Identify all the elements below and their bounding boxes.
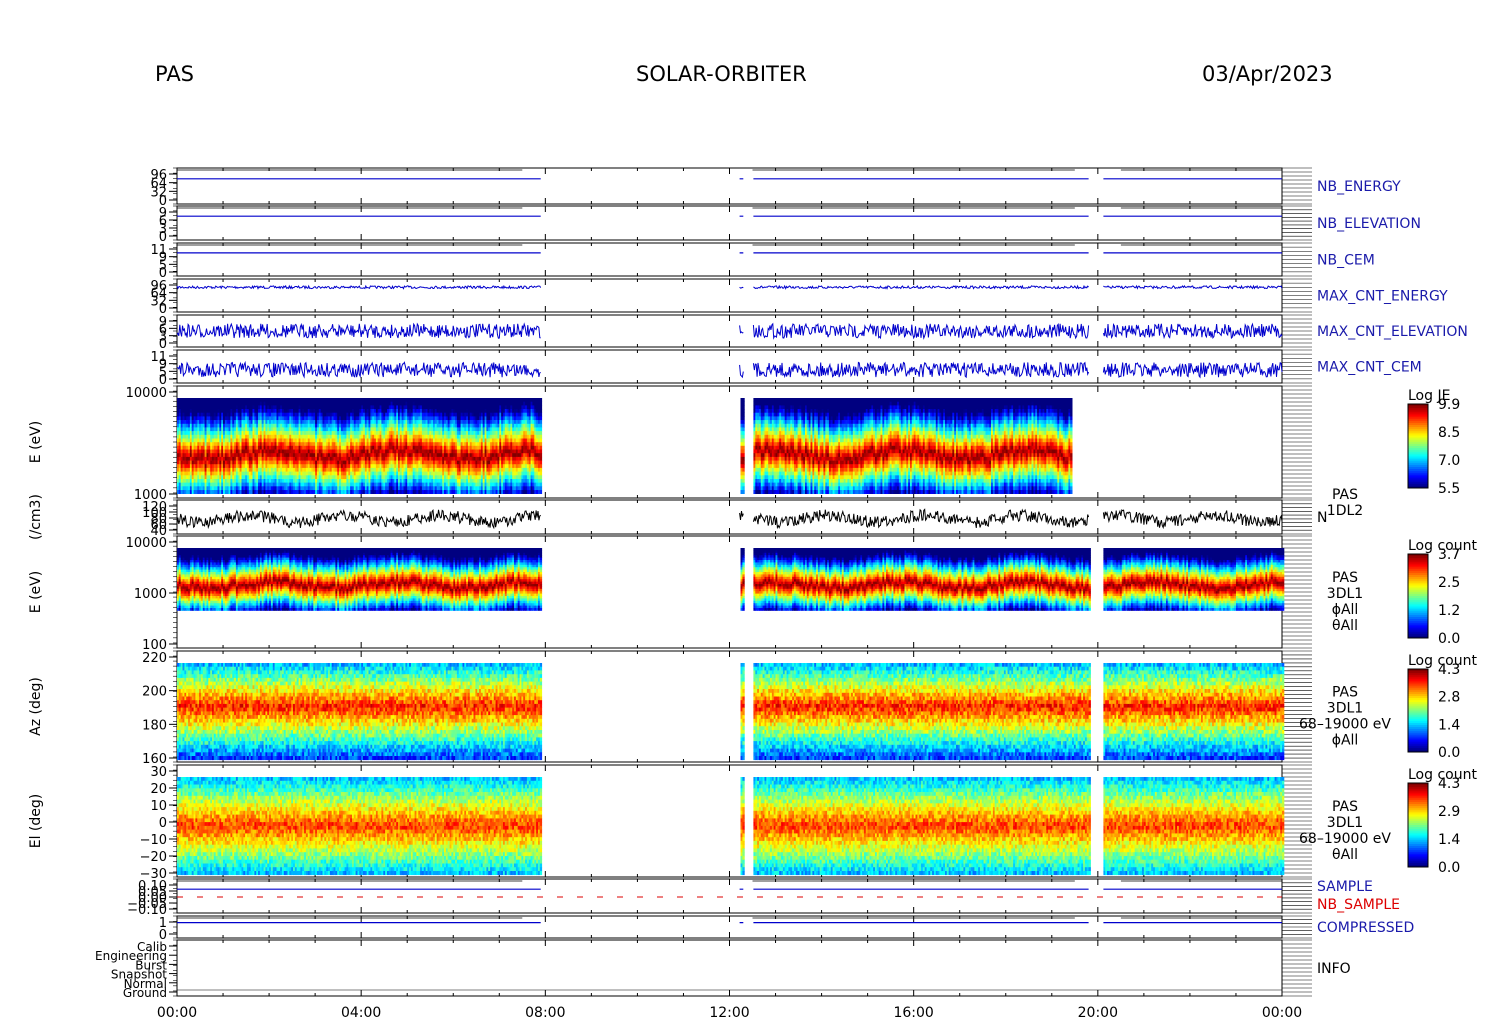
- spectrogram-6: [177, 398, 1073, 494]
- colorbar-tick-label: 1.4: [1438, 717, 1460, 733]
- panel-side-label: 68–19000 eV: [1299, 831, 1391, 847]
- time-tick-label: 08:00: [525, 1005, 565, 1020]
- panel-name-label: INFO: [1317, 961, 1351, 977]
- legend-sample: SAMPLE: [1317, 879, 1373, 895]
- y-tick-label: 10: [150, 799, 167, 814]
- panel-side-label: PAS: [1332, 570, 1358, 586]
- colorbar-tick-label: 9.9: [1438, 397, 1460, 413]
- y-tick-label: 0: [159, 816, 167, 831]
- panel-name-label: NB_CEM: [1317, 253, 1375, 269]
- colorbar-tick-label: 0.0: [1438, 860, 1460, 876]
- series-line-7: [177, 509, 1282, 528]
- panel-side-label: PAS: [1332, 685, 1358, 701]
- colorbar-tick-label: 2.8: [1438, 690, 1460, 706]
- y-axis-label: E (eV): [28, 571, 44, 613]
- y-axis-label: E (eV): [28, 421, 44, 463]
- spectrogram-8: [177, 548, 1284, 611]
- panel-name-label: NB_ELEVATION: [1317, 216, 1421, 232]
- panel-side-label: θAll: [1332, 847, 1358, 863]
- colorbar-tick-label: 2.9: [1438, 804, 1460, 820]
- panel-side-label: ϕAll: [1332, 602, 1359, 618]
- colorbar-tick-label: 2.5: [1438, 575, 1460, 591]
- y-axis-label: El (deg): [28, 794, 44, 849]
- y-tick-label: 180: [142, 718, 167, 733]
- y-axis-label: (/cm3): [28, 494, 44, 540]
- colorbar-tick-label: 3.7: [1438, 547, 1460, 563]
- panel-side-label: 3DL1: [1327, 586, 1363, 602]
- colorbar-tick-label: 4.3: [1438, 662, 1460, 678]
- panel-name-label: COMPRESSED: [1317, 920, 1414, 936]
- colorbar-tick-label: 8.5: [1438, 425, 1460, 441]
- panel-side-label: 1DL2: [1327, 503, 1363, 519]
- panel-side-label: 3DL1: [1327, 701, 1363, 717]
- y-tick-label: 10000: [126, 536, 167, 551]
- time-tick-label: 12:00: [709, 1005, 749, 1020]
- panel-side-label: ϕAll: [1332, 733, 1359, 749]
- panel-frame: [177, 940, 1282, 996]
- panel-side-label: θAll: [1332, 618, 1358, 634]
- y-tick-label: 1000: [134, 587, 167, 602]
- y-tick-label: 200: [142, 685, 167, 700]
- y-tick-label: 20: [150, 782, 167, 797]
- panel-name-label: MAX_CNT_CEM: [1317, 360, 1422, 376]
- time-tick-label: 00:00: [157, 1005, 197, 1020]
- spectrogram-9: [177, 663, 1284, 760]
- panel-name-label: NB_ENERGY: [1317, 179, 1401, 195]
- colorbar-tick-label: 0.0: [1438, 745, 1460, 761]
- colorbar-tick-label: 4.3: [1438, 776, 1460, 792]
- y-tick-label: −10: [140, 833, 167, 848]
- y-tick-label: 220: [142, 651, 167, 666]
- panel-side-label: 68–19000 eV: [1299, 717, 1391, 733]
- time-tick-label: 04:00: [341, 1005, 381, 1020]
- colorbar-tick-label: 0.0: [1438, 631, 1460, 647]
- time-tick-label: 00:00: [1262, 1005, 1302, 1020]
- y-tick-label: 10000: [126, 386, 167, 401]
- panel-name-label: MAX_CNT_ELEVATION: [1317, 324, 1468, 340]
- y-tick-label: 30: [150, 765, 167, 780]
- panel-side-label: PAS: [1332, 487, 1358, 503]
- time-tick-label: 20:00: [1078, 1005, 1118, 1020]
- series-line-5: [177, 362, 1282, 377]
- panel-side-label: PAS: [1332, 799, 1358, 815]
- series-line-3: [177, 286, 1282, 289]
- spectrogram-10: [177, 777, 1284, 875]
- colorbar-tick-label: 5.5: [1438, 481, 1460, 497]
- legend-nb-sample: NB_SAMPLE: [1317, 897, 1400, 913]
- colorbar-tick-label: 7.0: [1438, 453, 1460, 469]
- panel-side-label: 3DL1: [1327, 815, 1363, 831]
- series-line-4: [177, 324, 1282, 338]
- colorbar-tick-label: 1.2: [1438, 603, 1460, 619]
- y-tick-label: −20: [140, 850, 167, 865]
- y-axis-label: Az (deg): [28, 677, 44, 736]
- series-name-label: N: [1317, 510, 1327, 526]
- colorbar-tick-label: 1.4: [1438, 832, 1460, 848]
- time-tick-label: 16:00: [893, 1005, 933, 1020]
- y-tick-label: Ground: [123, 986, 167, 1000]
- panel-name-label: MAX_CNT_ENERGY: [1317, 289, 1448, 305]
